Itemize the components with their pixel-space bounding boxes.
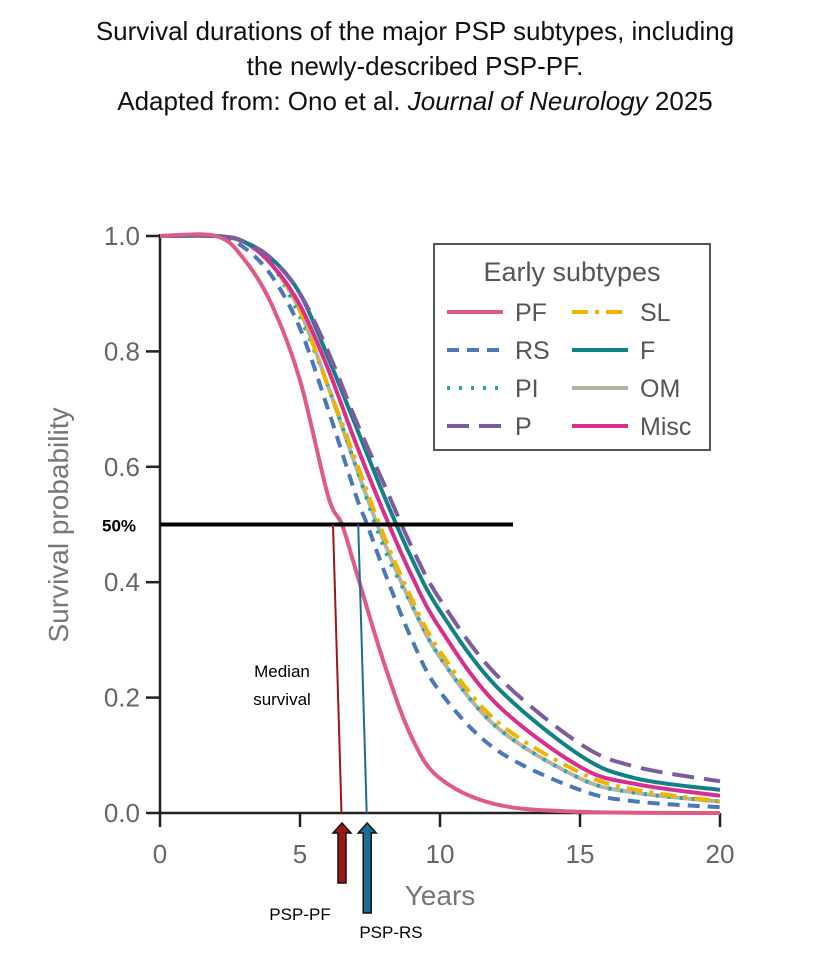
median-survival-label: survival <box>253 690 311 709</box>
x-tick-label: 15 <box>566 839 595 869</box>
title-line-2: the newly-described PSP-PF. <box>246 51 584 81</box>
legend-label-sl: SL <box>640 299 671 327</box>
fifty-percent-label: 50% <box>102 517 136 536</box>
median-drop-line-pf <box>332 524 343 814</box>
series-line-f <box>159 233 721 792</box>
axes: 0.0 0.2 0.4 0.6 0.8 1.0 0 5 10 15 20 Years Survival … <box>43 221 734 911</box>
median-drop-line-rs <box>357 524 368 814</box>
legend-title: Early subtypes <box>483 257 660 287</box>
legend-label-f: F <box>640 337 655 365</box>
legend-label-misc: Misc <box>640 413 691 441</box>
legend-label-p: P <box>515 413 532 441</box>
title-line-3-prefix: Adapted from: Ono et al. <box>117 86 408 116</box>
series-line-pf <box>159 232 721 815</box>
series-lines <box>159 232 721 815</box>
median-survival-label: Median <box>254 662 310 681</box>
y-tick-label: 0.8 <box>104 336 140 366</box>
median-label-rs: PSP-RS <box>359 923 422 942</box>
y-tick-label: 0.6 <box>104 452 140 482</box>
annotations: 50% Median survival PSP-PF PSP-RS <box>102 517 513 942</box>
x-tick-label: 5 <box>293 839 307 869</box>
median-arrow-rs <box>356 821 378 914</box>
series-line-rs <box>159 233 721 810</box>
y-axis-title: Survival probability <box>43 408 74 643</box>
figure-title: Survival durations of the major PSP subt… <box>0 14 830 119</box>
journal-name: Journal of Neurology <box>407 86 648 116</box>
series-line-p <box>159 233 721 784</box>
median-arrow-pf <box>331 821 353 884</box>
legend-label-rs: RS <box>515 337 550 365</box>
median-label-pf: PSP-PF <box>269 905 330 924</box>
x-tick-label: 20 <box>706 839 735 869</box>
title-line-3-year: 2025 <box>647 86 713 116</box>
x-axis-title: Years <box>405 880 476 911</box>
legend: Early subtypes PF SL RS F PI OM P Misc <box>433 243 711 451</box>
title-line-1: Survival durations of the major PSP subt… <box>95 16 735 46</box>
series-line-pi <box>159 233 721 804</box>
legend-label-pf: PF <box>515 299 547 327</box>
y-tick-label: 1.0 <box>104 221 140 251</box>
x-tick-label: 0 <box>153 839 167 869</box>
y-tick-label: 0.4 <box>104 567 140 597</box>
x-tick-label: 10 <box>426 839 455 869</box>
y-tick-label: 0.2 <box>104 683 140 713</box>
legend-label-om: OM <box>640 375 680 403</box>
legend-label-pi: PI <box>515 375 539 403</box>
y-tick-label: 0.0 <box>104 798 140 828</box>
legend-box <box>433 243 711 451</box>
title-line-3: Adapted from: Ono et al. Journal of Neur… <box>0 84 830 119</box>
